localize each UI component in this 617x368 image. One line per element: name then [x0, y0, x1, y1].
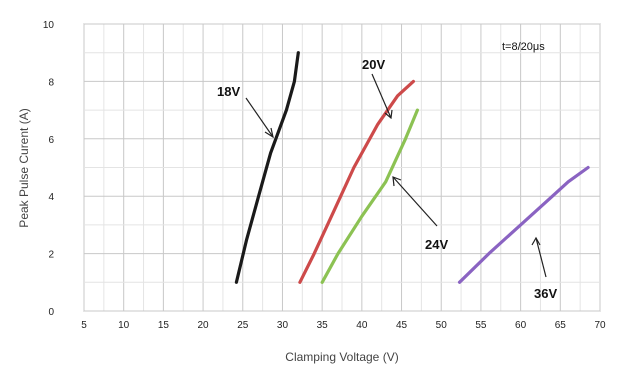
- x-tick-label: 30: [277, 320, 289, 331]
- series-label-36v: 36V: [534, 286, 557, 301]
- x-tick-label: 10: [118, 320, 130, 331]
- arrowhead-20v: [384, 109, 393, 120]
- arrowhead-24v: [392, 176, 402, 187]
- condition-annotation: t=8/20μs: [502, 41, 545, 53]
- y-tick-label: 4: [48, 192, 54, 203]
- y-tick-label: 0: [48, 307, 54, 318]
- x-tick-label: 40: [356, 320, 368, 331]
- pointer-arrows: [245, 73, 547, 278]
- x-tick-label: 50: [436, 320, 448, 331]
- series-label-20v: 20V: [362, 57, 385, 72]
- tick-labels: 5 10 15 20 25 30 35 40 45 50 55 60 65 70 0 2 4 6 8 10: [43, 20, 606, 331]
- arrowhead-18v: [264, 127, 274, 139]
- arrow-24v: [392, 176, 438, 227]
- series-lines: [234, 51, 590, 284]
- x-tick-label: 15: [158, 320, 170, 331]
- arrow-20v: [371, 73, 392, 119]
- y-tick-label: 10: [43, 20, 55, 31]
- y-tick-label: 6: [48, 135, 54, 146]
- series-line-24v: [320, 108, 419, 284]
- x-tick-label: 55: [475, 320, 487, 331]
- x-tick-label: 45: [396, 320, 408, 331]
- y-tick-label: 8: [48, 77, 54, 88]
- x-tick-label: 5: [81, 320, 87, 331]
- series-label-18v: 18V: [217, 84, 240, 99]
- arrow-18v: [245, 97, 274, 138]
- series-line-18v: [234, 51, 300, 284]
- x-tick-label: 25: [237, 320, 249, 331]
- x-tick-label: 60: [515, 320, 527, 331]
- x-axis-title: Clamping Voltage (V): [285, 350, 398, 364]
- arrow-36v: [535, 237, 547, 278]
- y-tick-label: 2: [48, 250, 54, 261]
- grid-lines: [83, 23, 601, 312]
- x-tick-label: 65: [555, 320, 567, 331]
- x-tick-label: 70: [594, 320, 606, 331]
- x-tick-label: 35: [317, 320, 329, 331]
- series-line-20v: [298, 79, 415, 284]
- series-label-24v: 24V: [425, 237, 448, 252]
- arrowhead-36v: [531, 236, 541, 246]
- x-tick-label: 20: [198, 320, 210, 331]
- series-line-36v: [457, 165, 590, 284]
- y-axis-title: Peak Pulse Curent (A): [17, 108, 31, 227]
